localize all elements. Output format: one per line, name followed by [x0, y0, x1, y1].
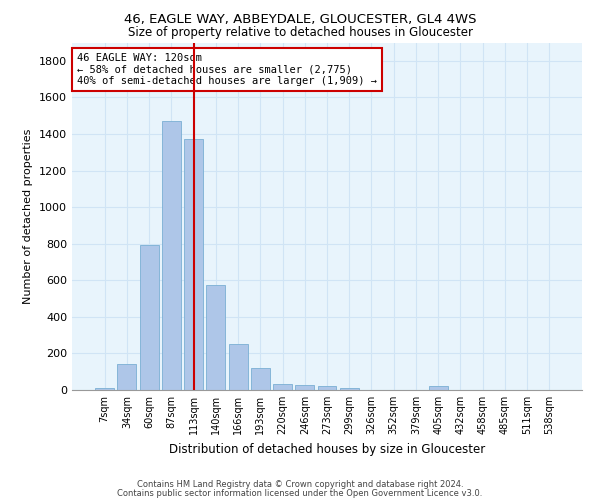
X-axis label: Distribution of detached houses by size in Gloucester: Distribution of detached houses by size … — [169, 442, 485, 456]
Bar — [429, 386, 448, 390]
Text: Contains public sector information licensed under the Open Government Licence v3: Contains public sector information licen… — [118, 488, 482, 498]
Text: 46, EAGLE WAY, ABBEYDALE, GLOUCESTER, GL4 4WS: 46, EAGLE WAY, ABBEYDALE, GLOUCESTER, GL… — [124, 12, 476, 26]
Bar — [184, 138, 203, 390]
Bar — [251, 368, 270, 390]
Text: 46 EAGLE WAY: 120sqm
← 58% of detached houses are smaller (2,775)
40% of semi-de: 46 EAGLE WAY: 120sqm ← 58% of detached h… — [77, 53, 377, 86]
Bar — [317, 386, 337, 390]
Bar — [118, 364, 136, 390]
Text: Size of property relative to detached houses in Gloucester: Size of property relative to detached ho… — [128, 26, 473, 39]
Bar — [229, 344, 248, 390]
Bar — [340, 388, 359, 390]
Bar — [206, 285, 225, 390]
Bar — [273, 384, 292, 390]
Text: Contains HM Land Registry data © Crown copyright and database right 2024.: Contains HM Land Registry data © Crown c… — [137, 480, 463, 489]
Bar — [95, 388, 114, 390]
Bar — [140, 244, 158, 390]
Bar — [295, 386, 314, 390]
Bar — [162, 121, 181, 390]
Y-axis label: Number of detached properties: Number of detached properties — [23, 128, 34, 304]
